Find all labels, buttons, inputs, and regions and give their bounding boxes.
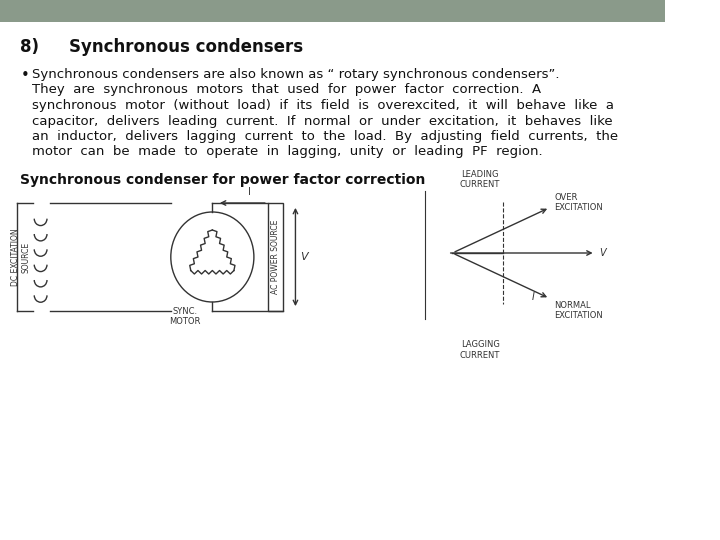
Text: NORMAL
EXCITATION: NORMAL EXCITATION [554,300,603,320]
Bar [268,203,282,311]
Text: AC POWER SOURCE: AC POWER SOURCE [271,220,279,294]
Text: OVER
EXCITATION: OVER EXCITATION [554,193,603,212]
Text: an  inductor,  delivers  lagging  current  to  the  load.  By  adjusting  field : an inductor, delivers lagging current to… [32,130,618,143]
Text: V: V [300,252,307,262]
Text: 8): 8) [20,38,40,56]
Text: DC EXCITATION
SOURCE: DC EXCITATION SOURCE [11,228,30,286]
Text: I: I [532,292,535,301]
Text: I: I [248,187,251,197]
Text: •: • [21,68,30,83]
Text: SYNC.
MOTOR: SYNC. MOTOR [169,307,200,326]
Text: synchronous  motor  (without  load)  if  its  field  is  overexcited,  it  will : synchronous motor (without load) if its … [32,99,614,112]
Text: motor  can  be  made  to  operate  in  lagging,  unity  or  leading  PF  region.: motor can be made to operate in lagging,… [32,145,543,159]
Text: They  are  synchronous  motors  that  used  for  power  factor  correction.  A: They are synchronous motors that used fo… [32,84,541,97]
Circle shape [171,212,254,302]
Text: capacitor,  delivers  leading  current.  If  normal  or  under  excitation,  it : capacitor, delivers leading current. If … [32,114,613,127]
Text: LAGGING
CURRENT: LAGGING CURRENT [460,340,500,360]
Bar [0,0,665,22]
Text: V: V [599,248,606,258]
Text: Synchronous condenser for power factor correction: Synchronous condenser for power factor c… [20,173,426,187]
Text: Synchronous condensers are also known as “ rotary synchronous condensers”.: Synchronous condensers are also known as… [32,68,560,81]
Text: Synchronous condensers: Synchronous condensers [69,38,303,56]
Text: LEADING
CURRENT: LEADING CURRENT [460,170,500,190]
